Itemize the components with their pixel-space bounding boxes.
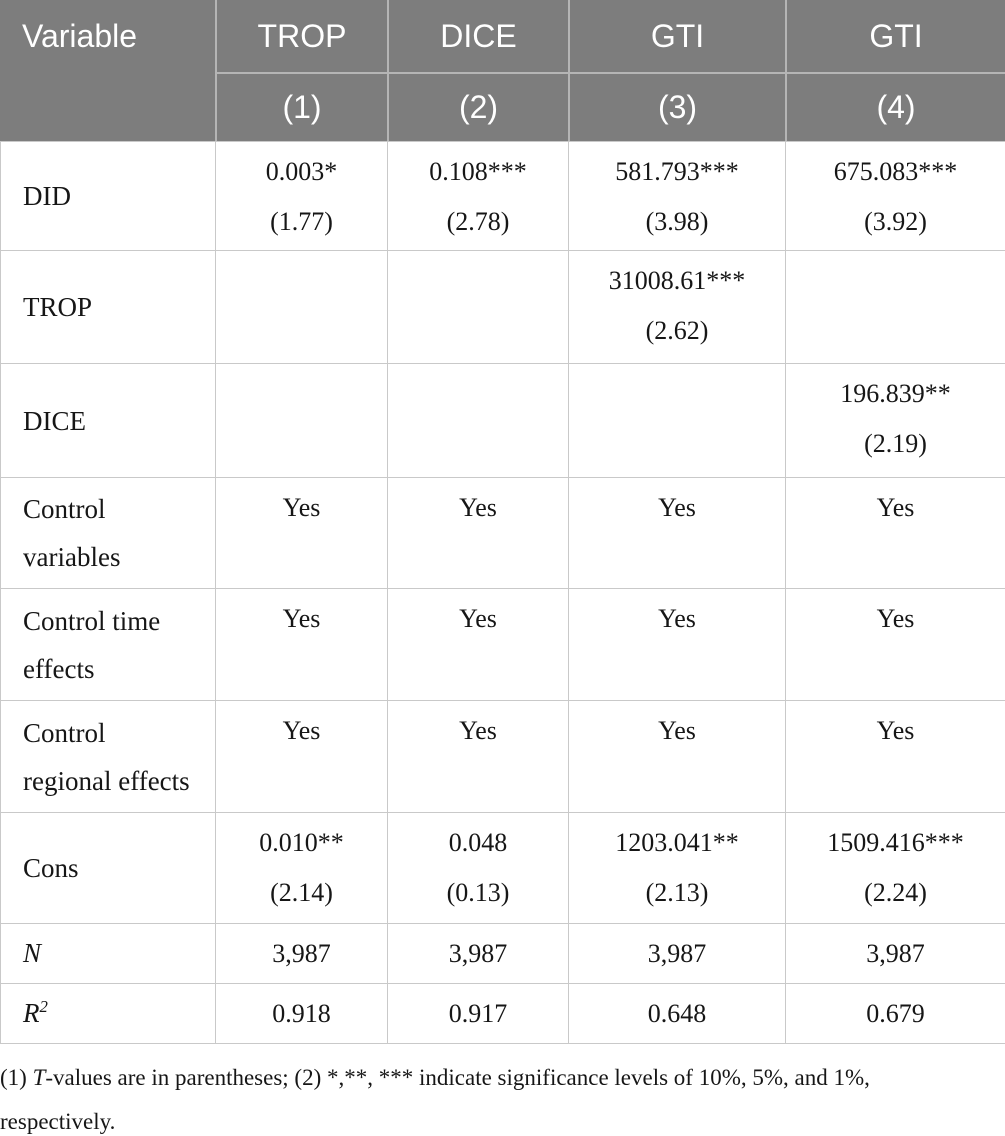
cell-yes: Yes [215,700,388,813]
row-label: DICE [0,363,216,478]
row-label: R2 [0,983,216,1044]
t-value: (2.62) [645,316,709,345]
cell-empty [387,250,569,364]
table-row-dice: DICE 196.839** (2.19) [0,363,1005,478]
header-model-label: TROP [257,17,347,54]
results-table: DID 0.003* (1.77) 0.108*** (2.78) 581.793*… [0,141,1005,1044]
t-value: (2.78) [446,207,510,236]
cell-yes: Yes [568,588,786,701]
header-cell-model-3: GTI [568,0,785,72]
t-value: (3.98) [645,207,709,236]
header-model-label: DICE [440,17,517,54]
t-value: (2.19) [864,429,927,458]
table-row-control-regional-effects: Control regional effects Yes Yes Yes Yes [0,700,1005,813]
table-row-cons: Cons 0.010** (2.14) 0.048 (0.13) 1203.041*… [0,812,1005,924]
header-cell-model-4: GTI [785,0,1005,72]
cell-coef: 0.003* (1.77) [215,141,388,251]
cell-empty [785,250,1005,364]
cell-stat: 0.679 [785,983,1005,1044]
footnote-line-2: respectively. [0,1109,116,1134]
cell-yes: Yes [387,477,569,589]
cell-empty [215,250,388,364]
header-cell-number-3: (3) [568,72,785,141]
row-label: Control regional effects [0,700,216,813]
header-cell-number-1: (1) [215,72,387,141]
table-row-did: DID 0.003* (1.77) 0.108*** (2.78) 581.793*… [0,141,1005,251]
row-label: Control time effects [0,588,216,701]
t-value: (3.92) [864,207,927,236]
cell-coef: 0.108*** (2.78) [387,141,569,251]
table-footnote: (1) T-values are in parentheses; (2) *,*… [0,1056,1005,1136]
cell-empty [387,363,569,478]
cell-yes: Yes [568,477,786,589]
cell-coef: 581.793*** (3.98) [568,141,786,251]
cell-stat: 3,987 [215,923,388,984]
t-value: (2.14) [270,878,333,907]
cell-empty [568,363,786,478]
t-symbol: T [32,1065,46,1090]
cell-stat: 0.917 [387,983,569,1044]
cell-stat: 0.918 [215,983,388,1044]
table-row-control-time-effects: Control time effects Yes Yes Yes Yes [0,588,1005,701]
cell-yes: Yes [215,477,388,589]
header-number-label: (2) [458,89,499,125]
cell-coef: 196.839** (2.19) [785,363,1005,478]
t-value: (0.13) [446,878,510,907]
header-cell-model-1: TROP [215,0,387,72]
header-model-label: GTI [650,17,705,54]
header-cell-number-2: (2) [387,72,568,141]
cell-yes: Yes [215,588,388,701]
row-label: N [0,923,216,984]
cell-stat: 3,987 [387,923,569,984]
cell-coef: 1203.041** (2.13) [568,812,786,924]
row-label: TROP [0,250,216,364]
cell-yes: Yes [568,700,786,813]
row-label: Control variables [0,477,216,589]
cell-yes: Yes [785,477,1005,589]
header-variable-label: Variable [22,17,138,54]
cell-yes: Yes [785,700,1005,813]
row-label: DID [0,141,216,251]
cell-empty [215,363,388,478]
header-cell-variable: Variable [0,0,215,72]
header-number-label: (3) [657,89,698,125]
cell-yes: Yes [387,588,569,701]
cell-stat: 0.648 [568,983,786,1044]
header-number-label: (1) [282,89,322,125]
cell-stat: 3,987 [785,923,1005,984]
row-label: Cons [0,812,216,924]
cell-coef: 1509.416*** (2.24) [785,812,1005,924]
cell-yes: Yes [785,588,1005,701]
cell-coef: 31008.61*** (2.62) [568,250,786,364]
cell-coef: 675.083*** (3.92) [785,141,1005,251]
results-table-header: Variable TROP DICE GTI GTI (1) (2) (3) (… [0,0,1005,141]
cell-stat: 3,987 [568,923,786,984]
footnote-line-1: (1) T-values are in parentheses; (2) *,*… [0,1065,870,1090]
cell-coef: 0.010** (2.14) [215,812,388,924]
table-row-control-variables: Control variables Yes Yes Yes Yes [0,477,1005,589]
header-cell-model-2: DICE [387,0,568,72]
table-row-trop: TROP 31008.61*** (2.62) [0,250,1005,364]
t-value: (2.24) [864,878,927,907]
header-cell-number-4: (4) [785,72,1005,141]
header-number-label: (4) [876,89,916,125]
cell-yes: Yes [387,700,569,813]
table-row-n: N 3,987 3,987 3,987 3,987 [0,923,1005,984]
t-value: (1.77) [270,207,333,236]
t-value: (2.13) [645,878,709,907]
cell-coef: 0.048 (0.13) [387,812,569,924]
table-row-r-squared: R2 0.918 0.917 0.648 0.679 [0,983,1005,1044]
header-model-label: GTI [869,17,923,54]
